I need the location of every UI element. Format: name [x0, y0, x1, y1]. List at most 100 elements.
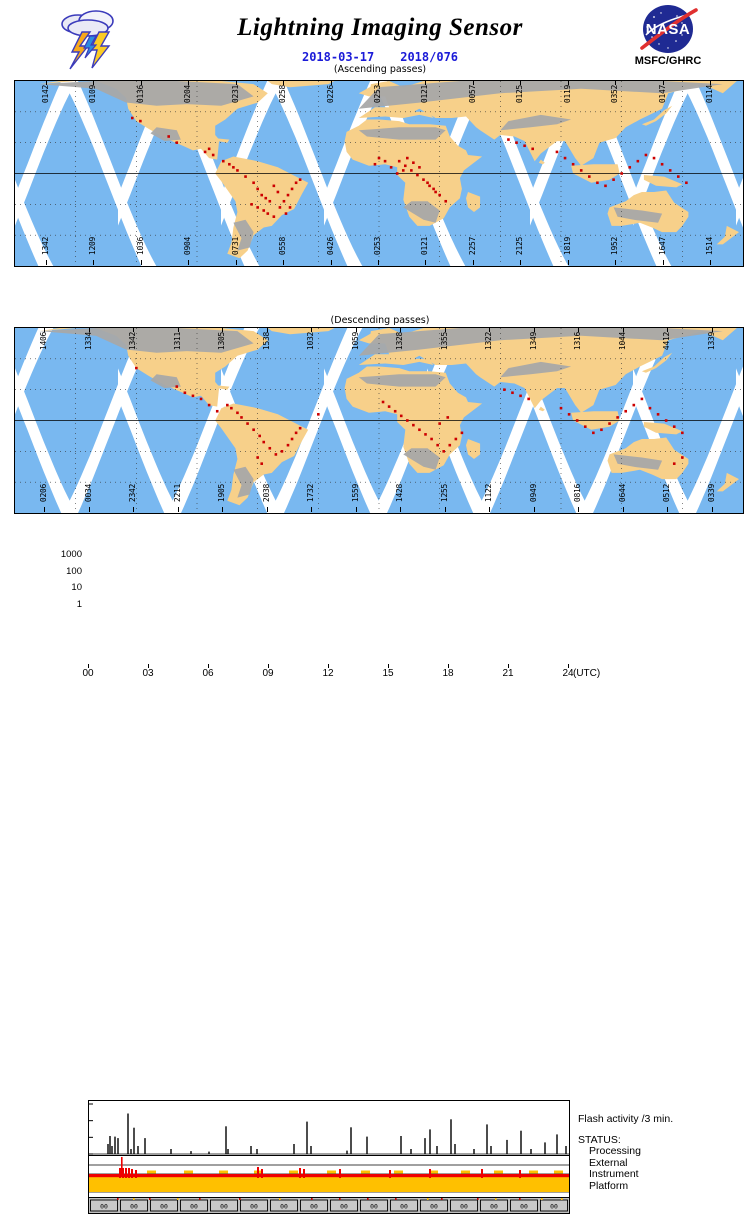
descending-passes-label: (Descending passes) [330, 315, 430, 326]
pass-time-label-top: 1339 [706, 332, 716, 351]
axis-tick [615, 80, 617, 85]
pass-time-label-top: 0119 [562, 85, 572, 104]
status-bar-panel [88, 1155, 570, 1199]
axis-tick [378, 80, 379, 85]
svg-text:00: 00 [190, 1203, 198, 1211]
time-axis-label: 12 [322, 668, 334, 679]
axis-tick [520, 80, 522, 85]
axis-tick [140, 260, 142, 265]
legend-status-platform: Platform [589, 1179, 629, 1192]
legend-status-instrument: Instrument [589, 1168, 639, 1180]
axis-tick [710, 260, 712, 265]
pass-time-label-bottom: 1036 [135, 237, 145, 256]
pass-time-label-top: 0114 [705, 85, 715, 104]
flash-activity-plot [88, 1100, 570, 1156]
time-axis-label: 21 [502, 668, 514, 679]
axis-tick [93, 260, 95, 265]
pass-time-label-top: 1355 [439, 332, 449, 351]
axis-tick [567, 260, 569, 265]
axis-tick [266, 327, 268, 332]
time-axis-tick [568, 664, 569, 668]
pass-time-label-top: 0142 [40, 85, 50, 104]
axis-tick [235, 260, 237, 265]
axis-tick [45, 260, 47, 265]
axis-tick [578, 507, 580, 512]
ascending-passes-map [14, 80, 744, 267]
axis-tick [489, 507, 491, 512]
time-axis-label: 18 [442, 668, 454, 679]
axis-tick [140, 80, 142, 85]
pass-time-label-bottom: 0904 [183, 237, 193, 256]
axis-tick [355, 327, 357, 332]
page-header: Lightning Imaging Sensor 2018-03-17 2018/… [0, 0, 756, 76]
pass-time-label-bottom: 0512 [662, 484, 672, 503]
pass-time-label-bottom: 1905 [217, 484, 227, 503]
pass-time-label-bottom: 0426 [325, 237, 335, 256]
pass-time-label-bottom: 2038 [261, 484, 271, 503]
axis-tick [400, 507, 402, 512]
pass-time-label-top: 1305 [217, 332, 227, 351]
svg-text:00: 00 [340, 1203, 348, 1211]
svg-text:00: 00 [520, 1203, 528, 1211]
axis-tick [311, 507, 313, 512]
time-axis-label: 06 [202, 668, 214, 679]
axis-tick [472, 260, 474, 265]
axis-tick [489, 327, 491, 332]
observation-date-row: 2018-03-17 2018/076 [230, 50, 530, 64]
pass-time-label-top: 0352 [610, 85, 620, 104]
axis-tick [667, 327, 669, 332]
date-iso: 2018-03-17 [301, 50, 375, 64]
svg-text:00: 00 [400, 1203, 408, 1211]
axis-tick [378, 260, 379, 265]
svg-text:00: 00 [310, 1203, 318, 1211]
pass-time-label-top: 1032 [306, 332, 316, 351]
axis-tick [615, 260, 617, 265]
pass-time-label-bottom: 0206 [39, 484, 49, 503]
axis-tick [622, 327, 624, 332]
axis-tick [283, 260, 285, 265]
pass-time-label-bottom: 2211 [172, 484, 182, 503]
axis-tick [222, 507, 224, 512]
svg-text:00: 00 [220, 1203, 228, 1211]
svg-text:00: 00 [250, 1203, 258, 1211]
pass-time-label-top: 1059 [350, 332, 360, 351]
pass-time-label-bottom: 0558 [278, 237, 288, 256]
svg-text:00: 00 [160, 1203, 168, 1211]
pass-time-label-top: 1342 [128, 332, 138, 351]
legend-status-title: STATUS: [578, 1134, 621, 1146]
time-axis-label: 09 [262, 668, 274, 679]
axis-tick [266, 507, 268, 512]
pass-time-label-bottom: 1952 [610, 237, 620, 256]
pass-time-label-bottom: 1819 [562, 237, 572, 256]
legend-status-external: External [589, 1156, 628, 1169]
pass-time-label-bottom: 0121 [420, 237, 430, 256]
pass-time-label-top: 1538 [261, 332, 271, 351]
axis-tick [235, 80, 237, 85]
orbit-time-blocks: 00 00 00 00 00 00 00 00 00 00 00 00 00 00 00 00 [90, 1198, 568, 1212]
pass-time-label-bottom: 0339 [706, 484, 716, 503]
nasa-center-label: MSFC/GHRC [634, 55, 702, 67]
axis-tick [520, 260, 522, 265]
pass-time-label-bottom: 0034 [83, 484, 93, 503]
axis-tick [177, 327, 179, 332]
pass-time-label-top: 1349 [528, 332, 538, 351]
pass-time-label-bottom: 2342 [128, 484, 138, 503]
chart-legend: Flash activity /3 min. STATUS: Processin… [578, 1113, 753, 1192]
time-axis-tick [388, 664, 389, 668]
time-axis-tick [88, 664, 89, 668]
pass-time-label-top: 1316 [573, 332, 583, 351]
pass-time-label-bottom: 1428 [395, 484, 405, 503]
legend-flash-activity: Flash activity /3 min. [578, 1113, 674, 1125]
ascending-map-canvas [15, 81, 743, 266]
axis-tick [533, 327, 535, 332]
svg-text:00: 00 [430, 1203, 438, 1211]
pass-time-label-top: 1044 [617, 332, 627, 351]
pass-time-label-top: 1334 [83, 332, 93, 351]
pass-time-label-bottom: 1732 [306, 484, 316, 503]
svg-text:00: 00 [550, 1203, 558, 1211]
pass-time-label-bottom: 1342 [40, 237, 50, 256]
axis-tick [330, 80, 332, 85]
pass-time-label-bottom: 0731 [230, 237, 240, 256]
svg-text:00: 00 [370, 1203, 378, 1211]
pass-time-label-bottom: 1209 [88, 237, 98, 256]
